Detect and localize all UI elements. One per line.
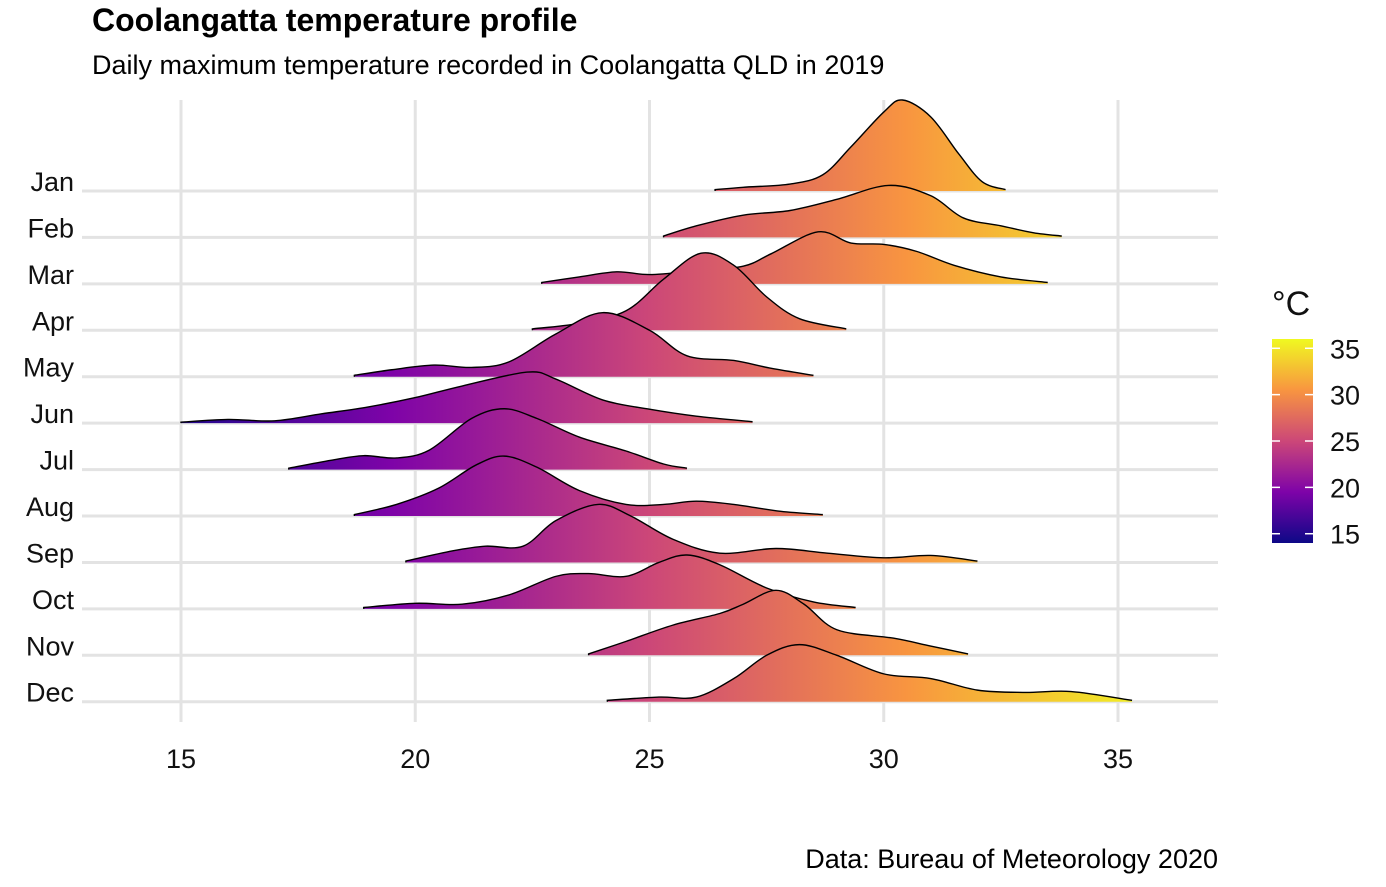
ridge-jan xyxy=(715,99,1006,191)
ridge-apr xyxy=(532,252,847,331)
ridge-feb xyxy=(663,185,1062,238)
ridge-outline-sep xyxy=(405,503,978,563)
y-tick-label: Mar xyxy=(28,260,75,290)
ridge-aug xyxy=(354,456,823,517)
x-tick-label: 15 xyxy=(166,744,196,774)
ridge-nov xyxy=(588,590,969,656)
ridge-outline-feb xyxy=(662,184,1062,238)
chart-subtitle: Daily maximum temperature recorded in Co… xyxy=(92,50,885,80)
axis-labels: 15 20 25 30 35 Jan Feb Mar Apr May Jun Jul Aug Sep Oct… xyxy=(23,167,1133,774)
x-tick-label: 35 xyxy=(1103,744,1133,774)
legend-tick-label: 20 xyxy=(1330,473,1360,503)
y-tick-label: Jul xyxy=(39,446,74,476)
y-tick-label: Dec xyxy=(26,678,74,708)
ridge-outline-dec xyxy=(606,643,1133,702)
x-tick-label: 25 xyxy=(634,744,664,774)
y-tick-label: Jun xyxy=(30,399,74,429)
color-legend: °C 15 20 25 30 35 xyxy=(1272,285,1360,550)
y-tick-label: Aug xyxy=(26,492,74,522)
legend-tick-label: 35 xyxy=(1330,334,1360,364)
y-tick-label: Oct xyxy=(32,585,75,615)
chart-caption: Data: Bureau of Meteorology 2020 xyxy=(805,844,1218,874)
ridge-jun xyxy=(181,371,753,424)
y-tick-label: May xyxy=(23,353,75,383)
x-tick-label: 30 xyxy=(869,744,899,774)
ridge-outline-jul xyxy=(288,408,688,470)
ridge-may xyxy=(354,312,814,377)
ridge-outline-nov xyxy=(587,589,969,656)
ridge-outline-jun xyxy=(180,371,753,424)
y-tick-label: Nov xyxy=(26,631,75,661)
ridge-jul xyxy=(288,408,687,470)
chart-title: Coolangatta temperature profile xyxy=(92,2,578,38)
legend-tick-label: 30 xyxy=(1330,381,1360,411)
ridge-oct xyxy=(363,554,856,609)
y-tick-label: Jan xyxy=(30,167,74,197)
ridge-dec xyxy=(607,644,1133,702)
y-tick-label: Apr xyxy=(32,306,74,336)
legend-tick-label: 15 xyxy=(1330,520,1360,550)
ridge-outline-jan xyxy=(714,99,1006,191)
ridge-outline-mar xyxy=(541,231,1048,284)
ridges xyxy=(180,99,1133,702)
ridge-mar xyxy=(541,231,1048,284)
ridge-outline-oct xyxy=(363,554,856,609)
ridge-outline-aug xyxy=(353,455,823,517)
ridge-sep xyxy=(405,504,978,563)
ridge-outline-may xyxy=(353,311,814,377)
legend-title: °C xyxy=(1272,285,1310,323)
legend-tick-label: 25 xyxy=(1330,427,1360,457)
y-tick-label: Feb xyxy=(27,213,74,243)
y-tick-label: Sep xyxy=(26,538,74,568)
x-tick-label: 20 xyxy=(400,744,430,774)
